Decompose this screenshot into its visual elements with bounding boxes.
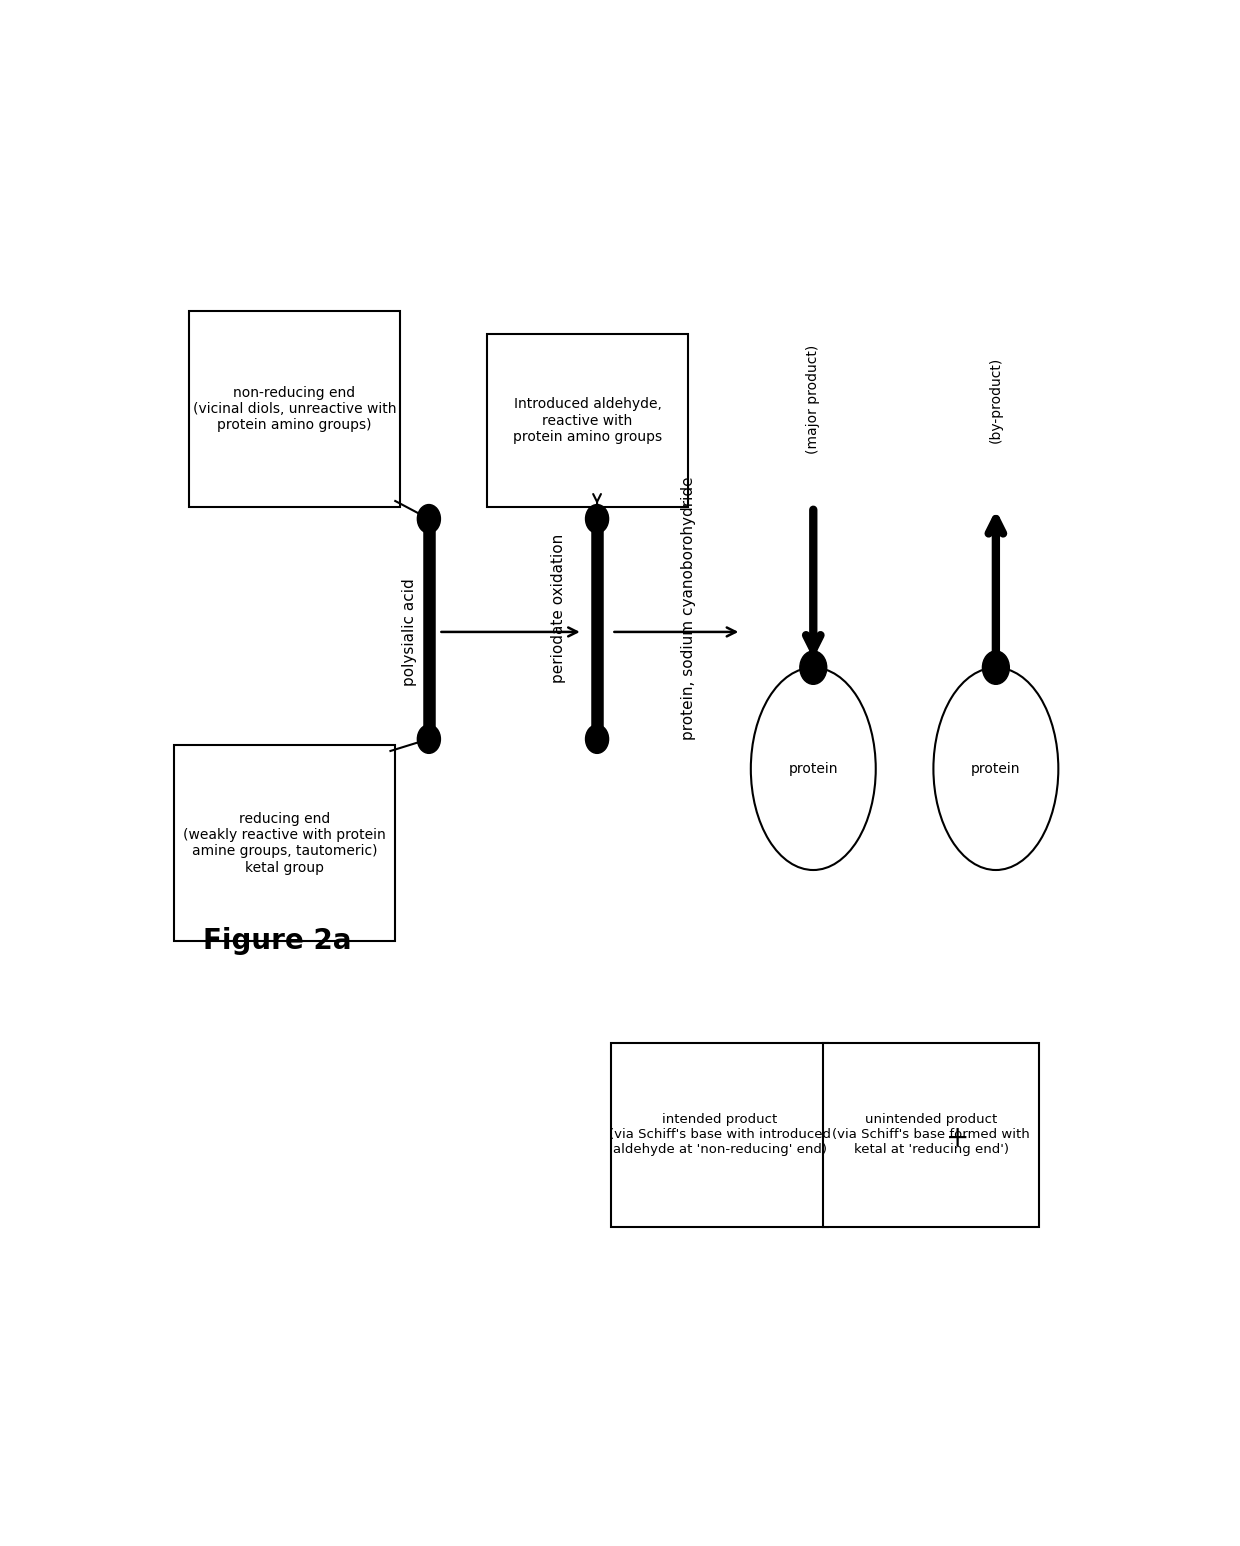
Text: Introduced aldehyde,
reactive with
protein amino groups: Introduced aldehyde, reactive with prote… <box>513 397 662 444</box>
Text: protein: protein <box>971 762 1021 776</box>
FancyBboxPatch shape <box>188 311 401 507</box>
Ellipse shape <box>934 668 1058 870</box>
Text: reducing end
(weakly reactive with protein
amine groups, tautomeric)
ketal group: reducing end (weakly reactive with prote… <box>184 812 386 875</box>
Text: non-reducing end
(vicinal diols, unreactive with
protein amino groups): non-reducing end (vicinal diols, unreact… <box>192 385 396 431</box>
Circle shape <box>418 725 440 753</box>
Circle shape <box>418 504 440 533</box>
Text: intended product
(via Schiff's base with introduced
aldehyde at 'non-reducing' e: intended product (via Schiff's base with… <box>609 1113 831 1156</box>
Text: polysialic acid: polysialic acid <box>402 578 417 686</box>
Circle shape <box>585 725 609 753</box>
Text: protein: protein <box>789 762 838 776</box>
Circle shape <box>982 651 1009 685</box>
FancyBboxPatch shape <box>174 745 396 942</box>
FancyBboxPatch shape <box>486 334 688 507</box>
FancyBboxPatch shape <box>823 1042 1039 1228</box>
FancyBboxPatch shape <box>611 1042 828 1228</box>
Text: +: + <box>946 1124 970 1152</box>
Text: periodate oxidation: periodate oxidation <box>551 533 567 683</box>
Ellipse shape <box>751 668 875 870</box>
Circle shape <box>800 651 827 685</box>
Text: (major product): (major product) <box>806 345 821 455</box>
Text: Figure 2a: Figure 2a <box>203 928 352 955</box>
Text: unintended product
(via Schiff's base formed with
ketal at 'reducing end'): unintended product (via Schiff's base fo… <box>832 1113 1030 1156</box>
Circle shape <box>585 504 609 533</box>
Text: (by-product): (by-product) <box>988 357 1003 442</box>
Text: protein, sodium cyanoborohydride: protein, sodium cyanoborohydride <box>681 476 696 741</box>
